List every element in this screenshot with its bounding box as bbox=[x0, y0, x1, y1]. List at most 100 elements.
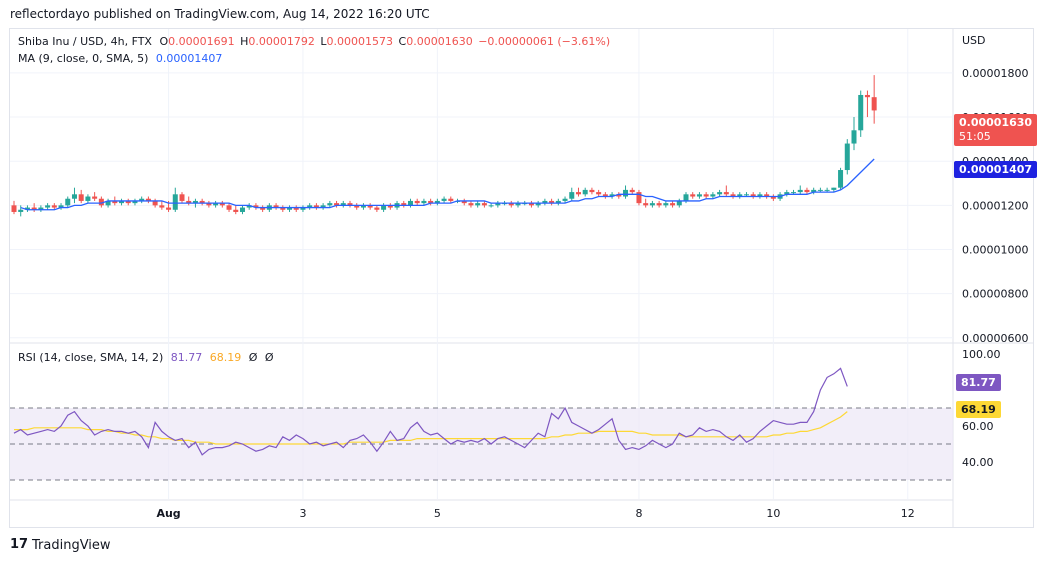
ma-series bbox=[20, 158, 875, 211]
rsi-sma-tag: 68.19 bbox=[956, 401, 1001, 418]
candle-body bbox=[676, 200, 682, 206]
candle-body bbox=[670, 203, 676, 206]
candle-body bbox=[468, 203, 474, 206]
candle-body bbox=[582, 189, 588, 195]
candle-body bbox=[750, 194, 756, 197]
price-tick-label: 0.00000800 bbox=[962, 288, 1028, 301]
candle-body bbox=[663, 203, 669, 206]
rsi-series bbox=[13, 367, 848, 456]
time-tick-label: Aug bbox=[156, 507, 180, 520]
candle-body bbox=[206, 203, 212, 206]
candle-body bbox=[703, 194, 709, 197]
candle-body bbox=[381, 205, 387, 210]
candle-body bbox=[11, 205, 17, 212]
candle-body bbox=[629, 189, 635, 193]
time-axis-ticks: Aug358101215 bbox=[156, 507, 915, 520]
candle-body bbox=[139, 198, 145, 201]
candle-body bbox=[831, 187, 837, 190]
candle-body bbox=[58, 205, 64, 208]
candle-body bbox=[414, 200, 420, 204]
candle-body bbox=[636, 192, 642, 204]
candle-body bbox=[575, 192, 581, 195]
candle-body bbox=[199, 200, 205, 204]
candle-body bbox=[31, 207, 37, 210]
currency-label: USD bbox=[962, 34, 986, 47]
price-tick-label: 0.00001800 bbox=[962, 67, 1028, 80]
candle-body bbox=[18, 209, 24, 212]
tradingview-logo-icon[interactable]: 17 bbox=[10, 537, 29, 552]
candle-body bbox=[481, 203, 487, 206]
candle-body bbox=[340, 203, 346, 206]
candle-body bbox=[45, 205, 51, 208]
candle-body bbox=[293, 207, 299, 210]
candle-body bbox=[623, 189, 629, 197]
candle-body bbox=[596, 192, 602, 195]
candle-body bbox=[159, 205, 165, 208]
time-tick-label: 12 bbox=[901, 507, 915, 520]
ma-label[interactable]: MA (9, close, 0, SMA, 5) bbox=[18, 52, 149, 65]
candle-body bbox=[542, 200, 548, 204]
candle-body bbox=[602, 194, 608, 197]
candle-body bbox=[428, 200, 434, 204]
candle-body bbox=[354, 205, 360, 208]
candle-body bbox=[71, 194, 77, 199]
candle-body bbox=[125, 200, 131, 204]
candle-body bbox=[367, 205, 373, 208]
candle-body bbox=[609, 194, 615, 197]
candle-body bbox=[387, 205, 393, 208]
candle-body bbox=[280, 207, 286, 210]
rsi-line bbox=[13, 367, 848, 456]
candle-body bbox=[51, 205, 57, 208]
candle-body bbox=[253, 205, 259, 208]
candle-body bbox=[737, 194, 743, 197]
price-tick-label: 0.00001000 bbox=[962, 243, 1028, 256]
candle-body bbox=[864, 94, 870, 98]
change-value: −0.00000061 (−3.61%) bbox=[478, 35, 611, 48]
candle-body bbox=[656, 203, 662, 206]
time-tick-label: 10 bbox=[766, 507, 780, 520]
candle-body bbox=[239, 207, 245, 212]
candle-body bbox=[515, 203, 521, 206]
candle-body bbox=[717, 192, 723, 195]
symbol-label[interactable]: Shiba Inu / USD, 4h, FTX bbox=[18, 35, 152, 48]
rsi-legend: RSI (14, close, SMA, 14, 2) 81.77 68.19 … bbox=[18, 351, 274, 364]
publisher-line: reflectordayo published on TradingView.c… bbox=[10, 7, 430, 21]
chart-frame bbox=[9, 28, 1034, 528]
candle-body bbox=[811, 189, 817, 193]
candle-body bbox=[92, 196, 98, 199]
candle-body bbox=[334, 203, 340, 206]
candle-body bbox=[770, 196, 776, 199]
open-label: O bbox=[159, 35, 169, 48]
candle-body bbox=[152, 200, 158, 206]
candle-body bbox=[824, 189, 830, 191]
close-value: 0.00001630 bbox=[406, 35, 473, 48]
candle-body bbox=[246, 205, 252, 208]
candle-body bbox=[797, 189, 803, 193]
rsi-tick-label: 100.00 bbox=[962, 348, 1001, 361]
candle-body bbox=[508, 203, 514, 206]
rsi-label[interactable]: RSI (14, close, SMA, 14, 2) bbox=[18, 351, 164, 364]
open-value: 0.00001691 bbox=[168, 35, 235, 48]
candle-body bbox=[528, 203, 534, 206]
candle-body bbox=[434, 200, 440, 204]
tradingview-brand[interactable]: TradingView bbox=[32, 538, 111, 553]
ma-legend: MA (9, close, 0, SMA, 5) 0.00001407 bbox=[18, 52, 222, 65]
candle-body bbox=[407, 200, 413, 206]
candle-body bbox=[260, 207, 266, 210]
rsi-sma-value: 68.19 bbox=[209, 351, 242, 364]
rsi-tick-label: 60.00 bbox=[962, 420, 994, 433]
rsi-value-tag: 81.77 bbox=[956, 374, 1001, 391]
candle-body bbox=[347, 203, 353, 206]
low-value: 0.00001573 bbox=[326, 35, 394, 48]
time-tick-label: 5 bbox=[434, 507, 441, 520]
candle-body bbox=[192, 200, 198, 204]
candle-body bbox=[757, 194, 763, 197]
candle-body bbox=[495, 203, 501, 206]
price-tick-label: 0.00001200 bbox=[962, 199, 1028, 212]
ma-price-tag: 0.00001407 bbox=[954, 161, 1038, 178]
rsi-sma-line bbox=[14, 411, 848, 445]
candle-body bbox=[683, 194, 689, 201]
candle-body bbox=[65, 198, 71, 206]
candle-body bbox=[401, 203, 407, 206]
